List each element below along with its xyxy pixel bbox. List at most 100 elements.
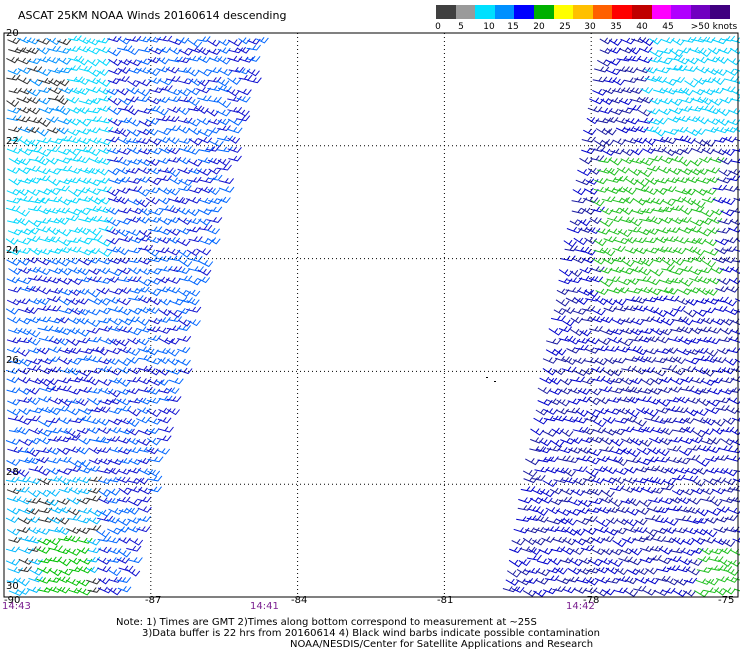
wind-barb <box>156 435 172 442</box>
wind-barb <box>87 127 101 134</box>
wind-barb <box>118 487 133 496</box>
wind-barb <box>27 527 41 535</box>
wind-barb <box>117 45 133 52</box>
wind-barb <box>118 207 132 214</box>
wind-barb <box>58 398 73 407</box>
wind-barb <box>46 467 61 475</box>
wind-barb <box>198 260 214 268</box>
wind-barb <box>26 257 39 264</box>
wind-barb <box>607 47 622 54</box>
wind-barb <box>719 497 736 504</box>
wind-barb <box>613 305 629 312</box>
wind-barb <box>643 409 659 417</box>
wind-barb <box>147 69 161 77</box>
wind-barb <box>95 168 109 176</box>
wind-barb <box>710 87 725 94</box>
wind-barb <box>645 567 658 575</box>
wind-barb <box>68 487 83 495</box>
wind-barb <box>628 548 643 556</box>
wind-barb <box>86 116 102 123</box>
wind-barb <box>166 147 181 155</box>
wind-barb <box>692 309 708 317</box>
wind-barb <box>157 157 171 165</box>
wind-barb <box>36 577 52 584</box>
wind-barb <box>17 36 32 44</box>
wind-barb <box>108 408 123 415</box>
wind-barb <box>624 577 638 585</box>
wind-barb <box>37 258 51 266</box>
wind-barb <box>630 328 643 336</box>
wind-barb <box>36 69 52 77</box>
wind-barb <box>148 138 162 146</box>
wind-barb <box>692 248 705 256</box>
wind-barb <box>15 578 30 587</box>
wind-barb <box>218 186 235 193</box>
wind-barb <box>721 149 735 157</box>
wind-barb <box>166 396 182 402</box>
wind-barb <box>538 548 553 555</box>
wind-barb <box>549 487 563 495</box>
wind-barb <box>581 537 596 545</box>
wind-barb <box>555 467 569 474</box>
wind-barb <box>653 129 666 137</box>
wind-barb <box>611 256 626 263</box>
wind-barb <box>570 316 583 324</box>
wind-barb <box>106 517 120 524</box>
wind-barb <box>188 78 203 87</box>
wind-barb <box>730 158 740 164</box>
wind-barb <box>128 538 144 546</box>
wind-barb <box>88 268 101 275</box>
wind-barb <box>671 474 686 481</box>
wind-barb <box>87 547 102 554</box>
wind-barb <box>709 377 724 384</box>
wind-barb <box>722 299 737 307</box>
wind-barb <box>88 447 102 455</box>
wind-barb <box>733 127 740 133</box>
wind-barb <box>215 109 231 117</box>
wind-barb <box>690 200 706 208</box>
wind-barb <box>128 397 144 404</box>
wind-barb <box>117 37 132 45</box>
wind-barb <box>47 217 63 224</box>
wind-barb <box>705 455 720 462</box>
wind-barb <box>147 379 163 386</box>
wind-barb <box>26 285 41 293</box>
wind-barb <box>177 325 191 331</box>
wind-barb <box>38 236 54 243</box>
wind-barb <box>608 38 623 46</box>
wind-barb <box>56 157 72 164</box>
wind-barb <box>28 377 44 385</box>
wind-barb <box>217 135 234 142</box>
wind-barb <box>657 287 673 294</box>
wind-barb <box>595 127 611 136</box>
wind-barb <box>26 516 40 524</box>
wind-barb <box>57 385 72 392</box>
wind-barb <box>117 267 132 275</box>
wind-barb <box>198 186 214 194</box>
wind-barb <box>692 88 705 96</box>
wind-barb <box>602 477 617 484</box>
wind-barb <box>107 458 124 466</box>
wind-barb <box>517 504 533 511</box>
wind-barb <box>589 325 603 332</box>
wind-barb <box>47 196 63 203</box>
wind-barb <box>125 447 142 454</box>
wind-barb <box>46 499 60 507</box>
wind-barb <box>88 156 104 164</box>
wind-barb <box>665 406 681 413</box>
wind-barb <box>7 228 23 236</box>
wind-barb <box>592 427 607 434</box>
wind-barb <box>16 428 30 435</box>
wind-barb <box>680 88 694 96</box>
wind-barb <box>688 47 704 54</box>
wind-barb <box>46 236 61 243</box>
wind-barb <box>86 427 101 434</box>
wind-barb <box>686 116 701 123</box>
wind-barb <box>696 509 709 517</box>
wind-barb <box>707 47 721 55</box>
wind-barb <box>572 369 588 377</box>
wind-barb <box>87 247 101 255</box>
wind-barb <box>636 508 650 515</box>
wind-barb <box>67 466 82 472</box>
wind-barb <box>522 589 537 597</box>
